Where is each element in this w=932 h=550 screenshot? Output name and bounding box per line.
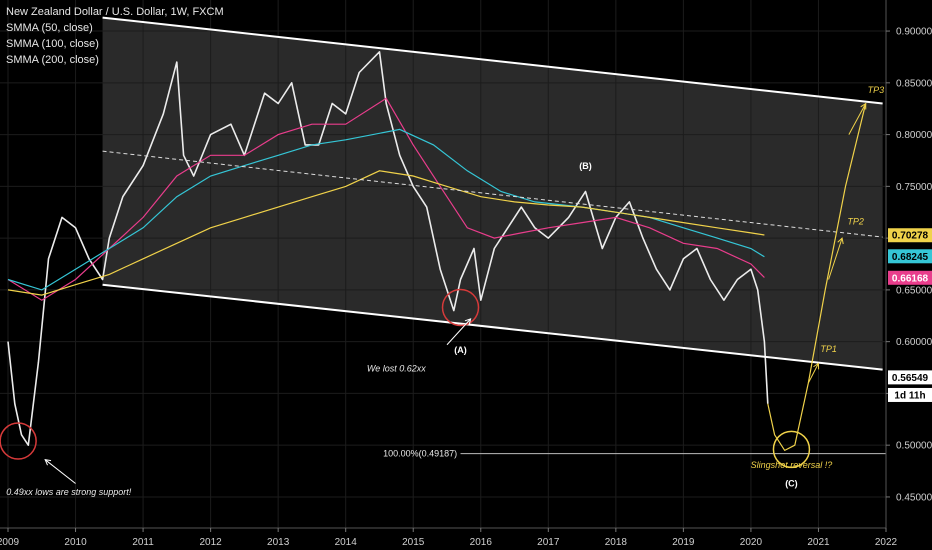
x-tick-label: 2020 (740, 537, 763, 548)
price-tag-box (888, 387, 932, 402)
smma-line-1 (7, 128, 765, 291)
arrow-head (837, 237, 844, 245)
arrow-head (860, 102, 867, 110)
annotation-label: We lost 0.62xx (367, 364, 426, 374)
annotation-label: TP2 (847, 217, 864, 227)
legend-smma-200[interactable]: SMMA (200, close) (6, 54, 99, 66)
price-tags: 0.70278 0.68245 0.66168 0.56549 1d 11h (888, 228, 932, 402)
x-tick-label: 2014 (335, 537, 358, 548)
y-tick-label: 0.80000 (896, 130, 932, 141)
price-line (7, 51, 769, 446)
x-tick-label: 2011 (132, 537, 154, 548)
price-tag-label: 1d 11h (894, 390, 925, 401)
price-tag-label: 0.68245 (892, 252, 929, 263)
time-axis[interactable]: 2009 2010 2011 2012 2013 2014 2015 2016 2017 2018… (0, 527, 898, 548)
y-tick-label: 0.45000 (896, 492, 932, 503)
annotation-label: (A) (454, 345, 467, 355)
channel-lower-line (102, 283, 883, 371)
y-tick-label: 0.85000 (896, 78, 932, 89)
annotation-label: Slingshot reversal !? (751, 460, 833, 470)
price-tag-box (888, 249, 932, 264)
arrow-head (44, 459, 52, 466)
arrow-head (464, 318, 472, 325)
legend-title[interactable]: New Zealand Dollar / U.S. Dollar, 1W, FX… (6, 6, 224, 18)
annotation-label: TP1 (820, 344, 837, 354)
x-tick-label: 2010 (64, 537, 87, 548)
x-tick-label: 2012 (199, 537, 222, 548)
channel-upper-line (102, 16, 883, 105)
x-tick-label: 2019 (672, 537, 695, 548)
y-tick-label: 0.65000 (896, 285, 932, 296)
legend-smma-100[interactable]: SMMA (100, close) (6, 38, 99, 50)
projection-path (767, 103, 867, 452)
overlays: 100.00%(0.49187) (B) (A) (C) We lost 0.62xx 0… (0, 85, 886, 497)
arrow-line (848, 103, 867, 135)
fib-level-label: 100.00%(0.49187) (383, 449, 457, 459)
x-tick-label: 2018 (605, 537, 628, 548)
arrow-line (807, 363, 819, 384)
x-tick-label: 2017 (537, 537, 560, 548)
x-tick-label: 2013 (267, 537, 290, 548)
price-tag-box (888, 270, 932, 285)
y-tick-label: 0.90000 (896, 27, 932, 38)
channel-mid-line (102, 150, 883, 238)
highlight-circle (441, 288, 480, 327)
price-tag-label: 0.56549 (892, 373, 929, 384)
y-tick-label: 0.60000 (896, 337, 932, 348)
arrow-line (446, 318, 472, 346)
legend-smma-50[interactable]: SMMA (50, close) (6, 22, 93, 34)
channel-lines (102, 16, 883, 371)
annotation-label: 0.49xx lows are strong support! (6, 487, 132, 497)
price-axis[interactable]: 0.900000.850000.800000.750000.700000.650… (885, 0, 932, 528)
chart-legend: New Zealand Dollar / U.S. Dollar, 1W, FX… (6, 4, 224, 68)
annotation-label: TP3 (868, 85, 885, 95)
channel-fill (102, 17, 883, 370)
price-tag-box (888, 228, 932, 243)
price-series (7, 51, 769, 446)
grid (0, 0, 887, 528)
price-tag-box (888, 370, 932, 385)
highlight-circle (0, 422, 37, 460)
x-tick-label: 2015 (402, 537, 425, 548)
x-tick-label: 2009 (0, 537, 20, 548)
smma-line-2 (7, 170, 765, 296)
annotation-label: (C) (785, 479, 798, 489)
price-tag-label: 0.70278 (892, 231, 929, 242)
smma-line-0 (7, 97, 765, 301)
x-tick-label: 2016 (470, 537, 493, 548)
smma-series (7, 97, 765, 301)
arrow-line (828, 237, 843, 280)
price-tag-label: 0.66168 (892, 273, 929, 284)
arrow-line (44, 459, 76, 484)
x-tick-label: 2021 (807, 537, 830, 548)
highlight-circle (772, 430, 811, 469)
y-tick-label: 0.75000 (896, 182, 932, 193)
arrow-head (813, 362, 820, 370)
annotation-label: (B) (579, 161, 592, 171)
y-tick-label: 0.50000 (896, 441, 932, 452)
x-tick-label: 2022 (875, 537, 898, 548)
